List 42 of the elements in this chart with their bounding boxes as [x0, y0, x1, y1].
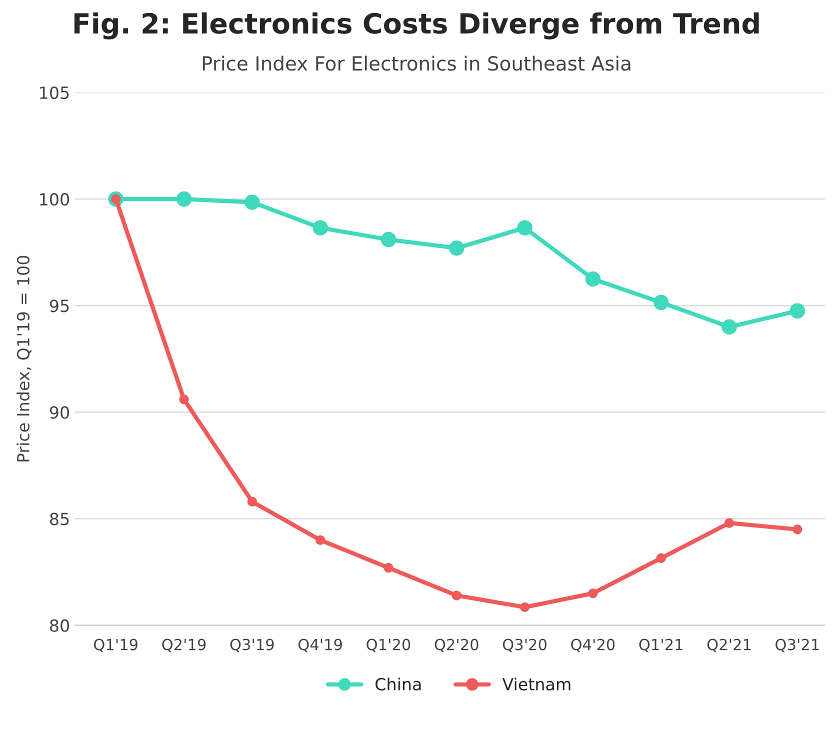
y-tick-label: 80	[50, 619, 69, 632]
legend-label: Vietnam	[502, 678, 570, 690]
point	[247, 496, 258, 507]
chart-title: Fig. 2: Electronics Costs Diverge from Trend	[74, 12, 759, 40]
point	[520, 602, 530, 612]
point	[448, 240, 464, 256]
x-tick-label: Q4'19	[298, 638, 342, 652]
legend-label: China	[376, 678, 421, 690]
point	[722, 319, 737, 335]
y-axis-title: Price Index, Q1'19 = 100	[16, 256, 32, 462]
point	[380, 232, 396, 248]
x-tick-label: Q2'19	[162, 638, 206, 652]
x-tick-label: Q4'20	[571, 638, 615, 652]
point	[724, 518, 734, 528]
point	[384, 562, 394, 573]
x-tick-label: Q1'19	[94, 638, 138, 652]
y-tick-label: 85	[50, 512, 69, 526]
point	[452, 590, 462, 600]
y-tick-label: 90	[50, 406, 69, 419]
y-tick-label: 105	[40, 86, 69, 100]
x-tick-label: Q2'21	[707, 638, 751, 652]
y-tick-label: 100	[40, 193, 69, 206]
point	[790, 303, 806, 319]
point	[315, 535, 326, 545]
x-tick-label: Q2'20	[434, 638, 478, 652]
point	[312, 220, 328, 236]
chart-subtitle: Price Index For Electronics in Southeast Asia	[202, 56, 630, 71]
point	[517, 220, 532, 236]
point	[656, 553, 666, 564]
point	[244, 194, 260, 210]
point	[179, 394, 189, 404]
x-tick-label: Q3'19	[230, 638, 274, 652]
point	[585, 271, 601, 287]
point	[792, 524, 802, 534]
x-tick-label: Q3'20	[502, 638, 546, 652]
x-tick-label: Q3'21	[776, 638, 819, 652]
y-tick-label: 95	[50, 300, 69, 312]
point	[588, 588, 598, 598]
x-tick-label: Q1'20	[366, 638, 410, 652]
x-tick-label: Q1'21	[639, 638, 682, 652]
point	[653, 294, 669, 310]
point	[176, 191, 192, 207]
